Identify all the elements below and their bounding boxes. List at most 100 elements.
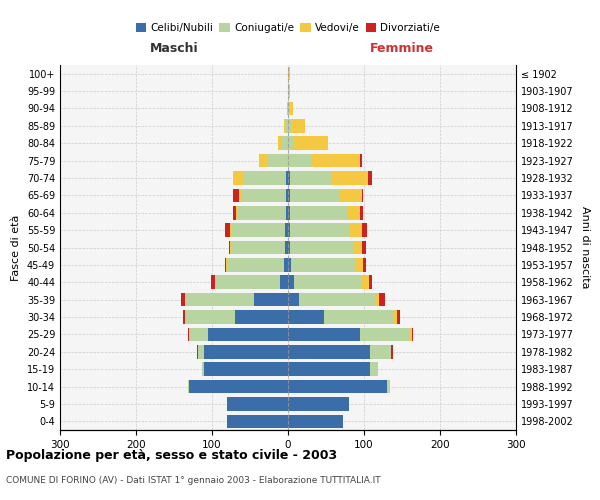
Bar [288,119,291,132]
Bar [230,224,232,237]
Bar [289,84,290,98]
Bar [211,276,215,289]
Bar [288,136,294,150]
Bar [233,188,239,202]
Bar [288,414,343,428]
Bar [288,328,360,341]
Bar [189,380,288,394]
Bar [199,345,205,358]
Bar [360,154,362,168]
Bar [288,362,370,376]
Bar [235,310,288,324]
Bar [259,154,267,168]
Bar [368,171,371,185]
Bar [368,276,373,289]
Bar [267,154,288,168]
Bar [376,293,379,306]
Bar [189,328,208,341]
Bar [299,293,376,306]
Bar [288,206,290,220]
Legend: Celibi/Nubili, Coniugati/e, Vedovi/e, Divorziati/e: Celibi/Nubili, Coniugati/e, Vedovi/e, Di… [131,19,445,38]
Bar [227,397,288,410]
Y-axis label: Anni di nascita: Anni di nascita [580,206,590,289]
Bar [360,206,363,220]
Bar [226,258,227,272]
Bar [286,188,288,202]
Bar [197,345,199,358]
Bar [241,188,286,202]
Bar [237,206,286,220]
Bar [285,240,288,254]
Bar [362,276,368,289]
Bar [394,310,397,324]
Bar [311,154,360,168]
Bar [410,328,412,341]
Bar [387,380,390,394]
Bar [288,310,325,324]
Bar [412,328,413,341]
Bar [216,276,280,289]
Bar [363,258,366,272]
Bar [288,84,289,98]
Bar [286,206,288,220]
Text: Popolazione per età, sesso e stato civile - 2003: Popolazione per età, sesso e stato civil… [6,450,337,462]
Bar [278,136,282,150]
Bar [288,154,311,168]
Bar [290,224,350,237]
Bar [288,67,290,80]
Bar [288,380,387,394]
Bar [288,345,370,358]
Bar [285,224,288,237]
Bar [280,276,288,289]
Bar [284,119,286,132]
Bar [291,119,305,132]
Bar [286,171,288,185]
Bar [291,258,356,272]
Bar [288,188,290,202]
Bar [331,171,368,185]
Bar [287,102,288,115]
Bar [288,240,290,254]
Bar [236,206,237,220]
Bar [290,102,293,115]
Bar [356,258,363,272]
Bar [208,328,288,341]
Bar [290,206,347,220]
Bar [339,188,362,202]
Bar [362,240,365,254]
Text: Maschi: Maschi [149,42,199,54]
Bar [244,171,286,185]
Bar [288,397,349,410]
Bar [229,240,230,254]
Bar [288,293,299,306]
Text: COMUNE DI FORINO (AV) - Dati ISTAT 1° gennaio 2003 - Elaborazione TUTTITALIA.IT: COMUNE DI FORINO (AV) - Dati ISTAT 1° ge… [6,476,380,485]
Bar [353,240,362,254]
Bar [362,188,363,202]
Bar [290,171,331,185]
Bar [233,206,236,220]
Bar [233,171,244,185]
Bar [215,276,216,289]
Bar [202,362,205,376]
Bar [239,188,241,202]
Bar [205,362,288,376]
Y-axis label: Fasce di età: Fasce di età [11,214,21,280]
Bar [284,258,288,272]
Bar [288,102,290,115]
Bar [205,345,288,358]
Bar [347,206,360,220]
Bar [227,414,288,428]
Bar [290,188,339,202]
Bar [188,380,189,394]
Bar [288,224,290,237]
Bar [379,293,385,306]
Bar [183,310,185,324]
Bar [188,328,189,341]
Bar [227,258,284,272]
Bar [370,362,377,376]
Bar [185,310,235,324]
Bar [391,345,393,358]
Bar [282,136,288,150]
Bar [288,276,294,289]
Bar [230,240,232,254]
